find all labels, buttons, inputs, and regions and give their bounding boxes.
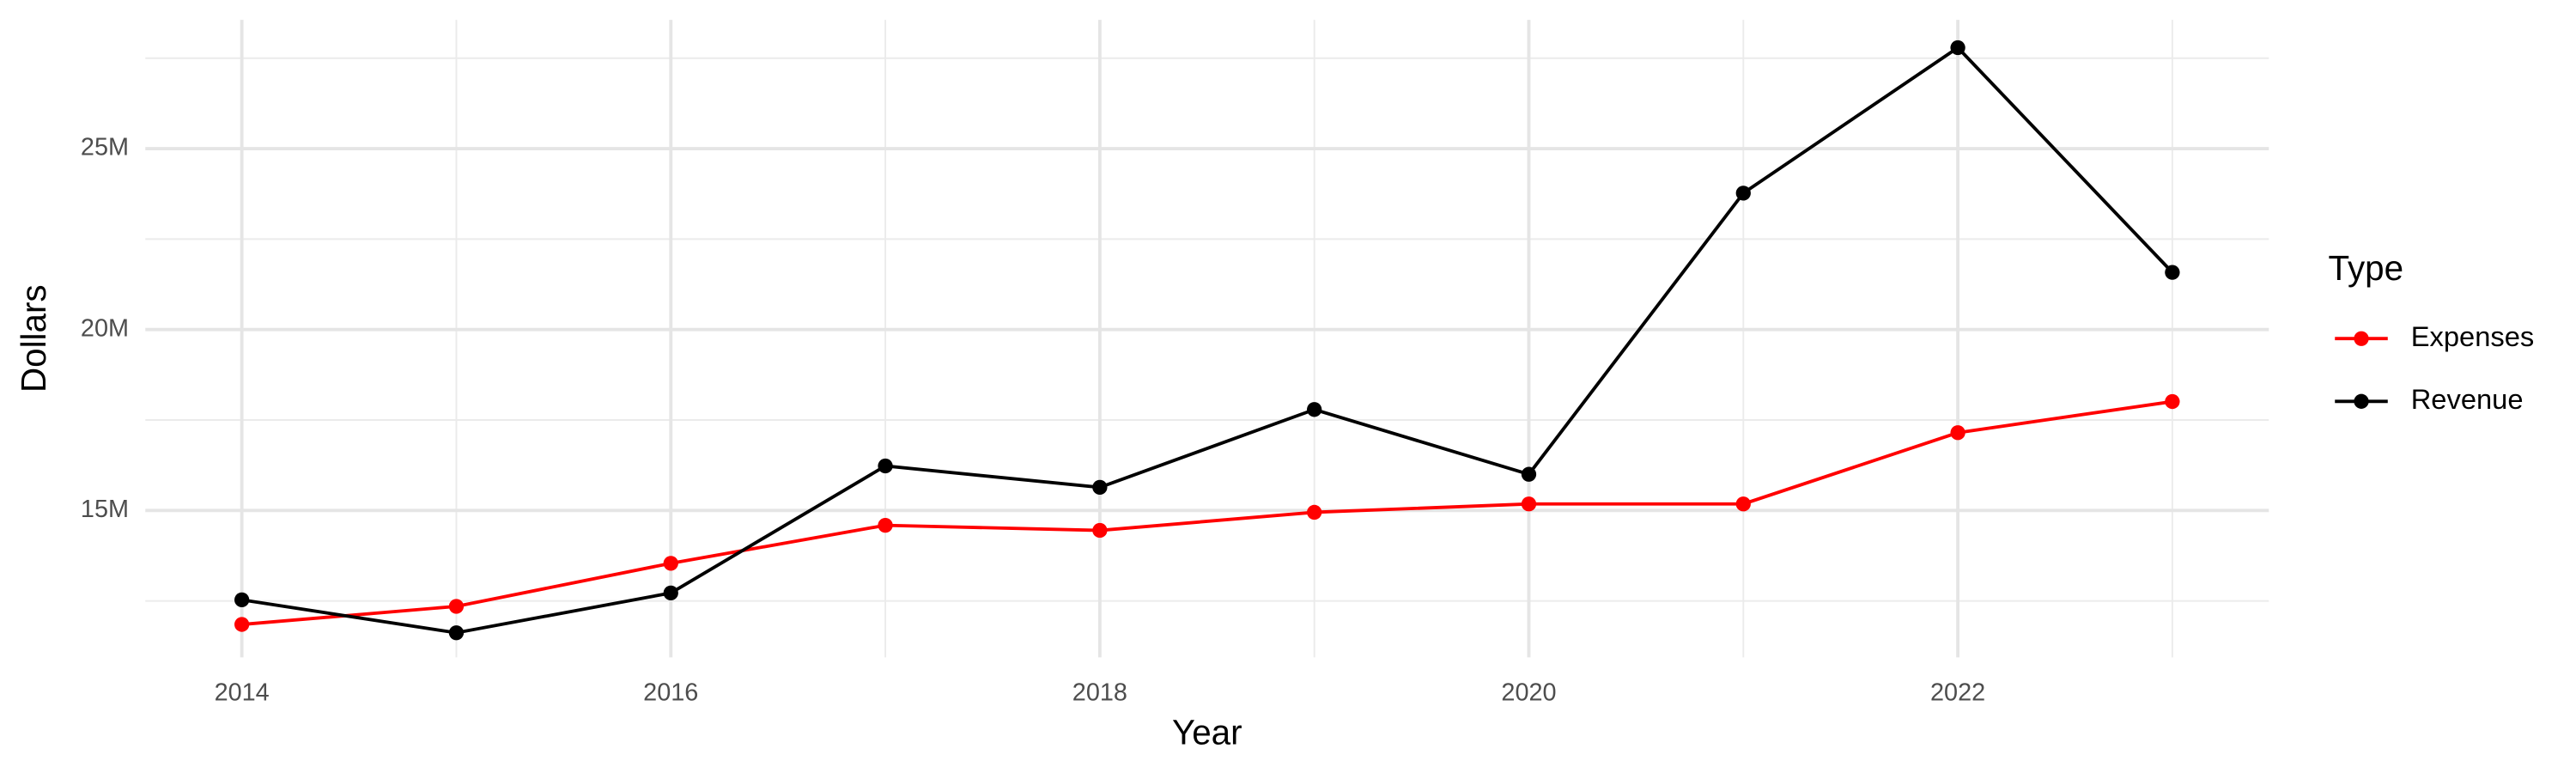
x-tick-label: 2020 xyxy=(1501,679,1556,706)
data-point xyxy=(1521,466,1537,482)
data-point xyxy=(1735,496,1751,512)
data-point xyxy=(2165,265,2180,280)
data-point xyxy=(878,458,893,474)
data-point xyxy=(448,625,465,641)
data-point xyxy=(1735,186,1751,201)
data-point xyxy=(663,585,678,601)
data-point xyxy=(1307,504,1322,520)
data-point xyxy=(1521,496,1537,512)
x-tick-label: 2022 xyxy=(1930,679,1985,706)
data-point xyxy=(1092,522,1108,539)
data-point xyxy=(1950,40,1965,56)
data-point xyxy=(878,517,893,533)
data-point xyxy=(1092,479,1108,496)
legend-title: Type xyxy=(2329,248,2404,288)
y-axis-title: Dollars xyxy=(14,284,53,393)
data-point xyxy=(663,556,678,571)
y-tick-label: 25M xyxy=(81,134,129,161)
data-point xyxy=(234,592,250,608)
data-point xyxy=(2165,393,2180,410)
series-line xyxy=(241,399,2173,626)
x-tick-label: 2016 xyxy=(643,679,698,706)
y-tick-label: 15M xyxy=(81,496,129,523)
legend-marker xyxy=(2354,331,2369,346)
legend-label: Revenue xyxy=(2411,383,2524,415)
legend-label: Expenses xyxy=(2411,320,2535,352)
data-point xyxy=(448,599,465,614)
x-tick-label: 2018 xyxy=(1072,679,1127,706)
x-axis-title: Year xyxy=(1172,712,1242,752)
data-point xyxy=(234,617,250,632)
data-point xyxy=(1950,425,1965,441)
x-tick-label: 2014 xyxy=(215,679,270,706)
series-line xyxy=(241,46,2174,635)
y-tick-label: 20M xyxy=(81,314,129,342)
legend-marker xyxy=(2354,393,2369,409)
data-point xyxy=(1307,402,1322,417)
